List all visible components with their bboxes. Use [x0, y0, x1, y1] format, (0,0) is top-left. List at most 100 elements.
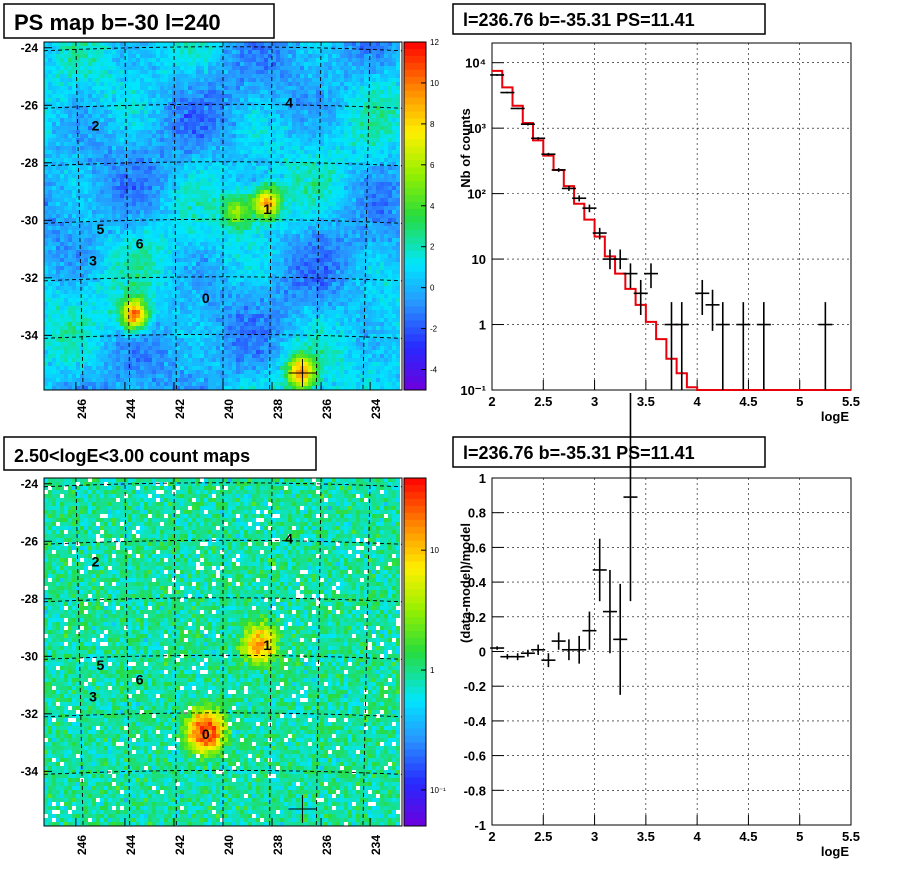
heatmap-2-ytick: -28: [21, 592, 39, 606]
source-label-1: 1: [263, 637, 271, 653]
source-label-4: 4: [285, 94, 293, 110]
data-point: [633, 279, 648, 315]
plot-1-ytick: 10: [472, 252, 486, 267]
data-point: [602, 569, 617, 654]
colorbar-tick: 10⁻¹: [430, 786, 446, 795]
data-point: [613, 583, 628, 695]
source-label-2: 2: [92, 553, 100, 569]
source-label-5: 5: [96, 657, 104, 673]
plot-3-xtick: 5.5: [842, 829, 860, 844]
heatmap-2-xtick: 246: [75, 835, 89, 855]
residual-title: l=236.76 b=-35.31 PS=11.41: [463, 443, 695, 463]
plot-3-ytick: -1: [474, 818, 486, 833]
plot-1-ylabel: Nb of counts: [458, 108, 473, 187]
data-point: [592, 538, 607, 602]
data-point: [531, 137, 546, 140]
colorbar-tick: 2: [430, 243, 435, 252]
plot-3-ytick: -0.2: [464, 679, 486, 694]
source-label-4: 4: [285, 530, 293, 546]
plot-1-ytick: 10³: [467, 121, 486, 136]
heatmap-2-ytick: -30: [21, 649, 39, 663]
plot-3-xlabel: logE: [821, 844, 849, 859]
spectrum-title-box: [452, 3, 766, 35]
plot-3-frame: [491, 477, 852, 826]
heatmap-0-xtick: 246: [75, 399, 89, 419]
heatmap-0-xtick: 240: [222, 399, 236, 419]
residual-title-box: [452, 436, 766, 468]
data-point: [674, 302, 689, 390]
data-point: [551, 168, 566, 172]
heatmap-2-xtick: 240: [222, 835, 236, 855]
data-point: [551, 632, 566, 650]
source-label-1: 1: [263, 201, 271, 217]
heatmap-2-xtick: 244: [124, 835, 138, 855]
data-point: [736, 302, 751, 390]
heatmap-0-ytick: -30: [21, 213, 39, 227]
plot-1-ytick: 10²: [467, 187, 486, 202]
plot-3-xtick: 5: [796, 829, 803, 844]
plot-1-xtick: 3: [591, 394, 598, 409]
data-point: [572, 635, 587, 664]
colorbar-tick: 10: [430, 79, 439, 88]
heatmap-0-xtick: 244: [124, 399, 138, 419]
heatmap-0-grid: [43, 41, 403, 391]
data-point: [592, 227, 607, 240]
source-label-3: 3: [89, 253, 97, 269]
ps-map-title-box: [3, 3, 275, 39]
plot-3-ytick: 0.4: [468, 575, 487, 590]
data-point: [643, 263, 658, 289]
data-point: [490, 74, 505, 76]
heatmap-2-colorbar: [403, 477, 427, 827]
source-label-2: 2: [92, 117, 100, 133]
plot-3-ytick: -0.4: [464, 714, 487, 729]
plot-3-xtick: 3.5: [637, 829, 655, 844]
plot-1-ytick: 1: [479, 318, 486, 333]
plot-3-ylabel: (data-model)/model: [458, 523, 473, 643]
data-point: [623, 263, 638, 289]
colorbar-tick: 8: [430, 120, 435, 129]
heatmap-2-grid: [43, 477, 403, 827]
plot-3: [491, 477, 852, 826]
colorbar-tick: 0: [430, 284, 435, 293]
heatmap-2-ytick: -26: [21, 534, 39, 548]
plot-3-ytick: 0.6: [468, 540, 486, 555]
source-label-0: 0: [202, 290, 210, 306]
colorbar-tick: 1: [430, 666, 435, 675]
source-label-5: 5: [96, 221, 104, 237]
data-point: [520, 649, 535, 657]
heatmap-0-ytick: -32: [21, 271, 39, 285]
spectrum-title: l=236.76 b=-35.31 PS=11.41: [463, 10, 695, 30]
heatmap-0-xtick: 242: [173, 399, 187, 419]
data-point: [623, 392, 638, 602]
data-point: [510, 653, 525, 661]
data-point: [531, 644, 546, 655]
plot-1-ytick: 10⁴: [465, 56, 486, 71]
plot-3-ytick: -0.6: [464, 749, 486, 764]
data-point: [715, 302, 730, 390]
heatmap-0-ytick: -24: [21, 41, 39, 55]
heatmap-2-xtick: 236: [320, 835, 334, 855]
source-label-6: 6: [136, 235, 144, 251]
data-point: [541, 653, 556, 668]
plot-3-ytick: 0: [479, 645, 486, 660]
colorbar-tick: 12: [430, 38, 439, 47]
data-point: [582, 611, 597, 650]
heatmap-2-ytick: -24: [21, 477, 39, 491]
heatmap-2-xtick: 238: [271, 835, 285, 855]
heatmap-0-ytick: -34: [21, 328, 39, 342]
plot-3-xtick: 4.5: [739, 829, 757, 844]
heatmap-0-xtick: 236: [320, 399, 334, 419]
data-point: [582, 204, 597, 213]
ps-map-title: PS map b=-30 l=240: [14, 10, 221, 35]
plot-3-xtick: 4: [694, 829, 702, 844]
data-point: [561, 185, 576, 191]
colorbar-tick: 10: [430, 546, 439, 555]
data-point: [756, 302, 771, 390]
colorbar-tick: 6: [430, 161, 435, 170]
heatmap-0-ytick: -26: [21, 98, 39, 112]
heatmap-2-frame: [43, 477, 403, 827]
plot-3-ytick: -0.8: [464, 783, 486, 798]
heatmap-0-xtick: 238: [271, 399, 285, 419]
plot-1-xlabel: logE: [821, 409, 849, 424]
